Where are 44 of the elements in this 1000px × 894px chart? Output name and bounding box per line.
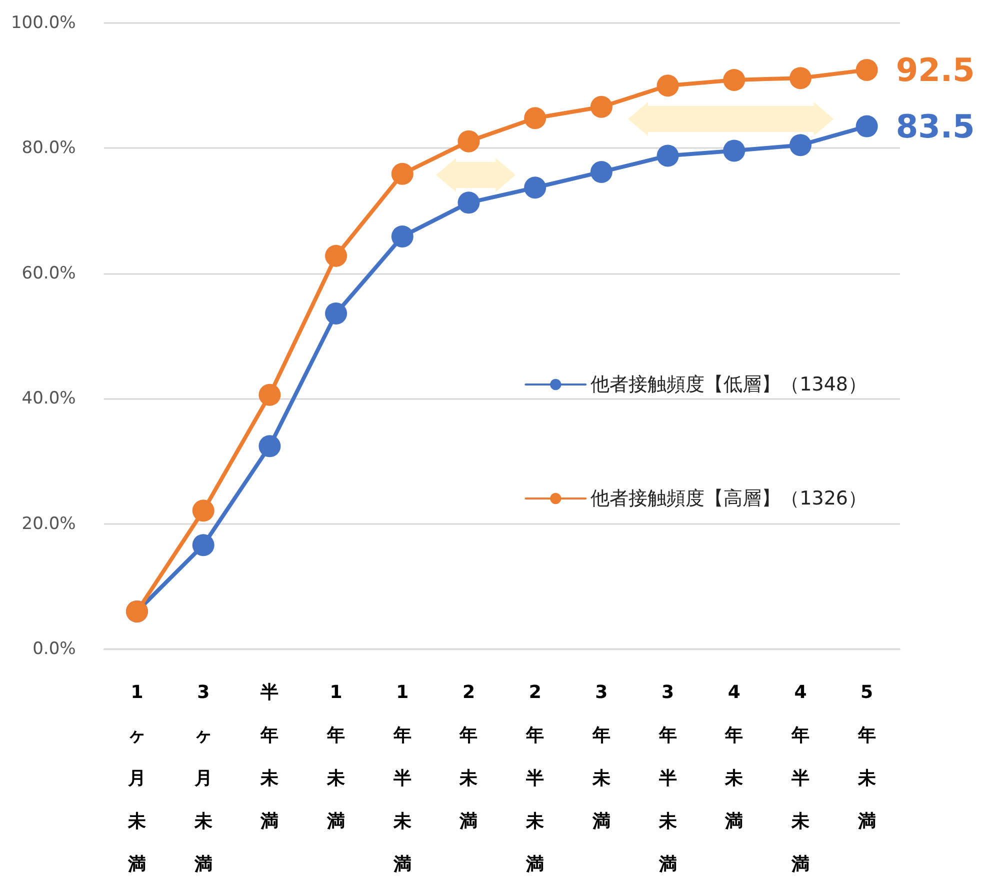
point (391, 225, 414, 248)
y-tick-label: 100.0% (10, 13, 76, 33)
category-label: 半年未満 (260, 682, 279, 832)
y-tick-label: 20.0% (22, 514, 76, 534)
point (656, 74, 679, 97)
y-tick-label: 40.0% (22, 388, 76, 409)
point (723, 68, 746, 91)
point (325, 244, 348, 267)
y-tick-label: 0.0% (32, 639, 76, 659)
point (258, 435, 281, 458)
category-label: 2年半未満 (526, 682, 544, 875)
point (325, 302, 348, 324)
data-label: 92.5 (896, 50, 975, 89)
point (723, 140, 746, 162)
point (590, 160, 612, 183)
category-label: 3ヶ月未満 (194, 682, 212, 875)
category-label: 1年半未満 (393, 682, 412, 875)
category-label: 4年未満 (725, 682, 744, 832)
point (458, 130, 480, 152)
category-label: 1ヶ月未満 (128, 682, 146, 875)
point (656, 144, 679, 167)
category-label: 3年未満 (592, 682, 610, 832)
category-label: 4年半未満 (791, 682, 810, 875)
y-tick-label: 60.0% (22, 263, 76, 284)
legend-label: 他者接触頻度【高層】（1326） (590, 488, 868, 510)
category-label: 3年半未満 (658, 682, 677, 875)
point (856, 58, 878, 81)
point (790, 134, 812, 156)
point (192, 500, 214, 522)
point (524, 107, 546, 130)
point (258, 384, 281, 406)
category-label: 2年未満 (460, 682, 478, 832)
point (790, 67, 812, 90)
category-label: 1年未満 (327, 682, 346, 832)
point (192, 534, 214, 556)
point (458, 192, 480, 214)
legend-label: 他者接触頻度【低層】（1348） (590, 374, 868, 396)
point (856, 115, 878, 138)
point (590, 96, 612, 118)
category-label: 5年未満 (858, 682, 876, 832)
data-label: 83.5 (896, 107, 975, 146)
point (391, 162, 414, 185)
y-tick-label: 80.0% (22, 138, 76, 158)
point (524, 176, 546, 199)
